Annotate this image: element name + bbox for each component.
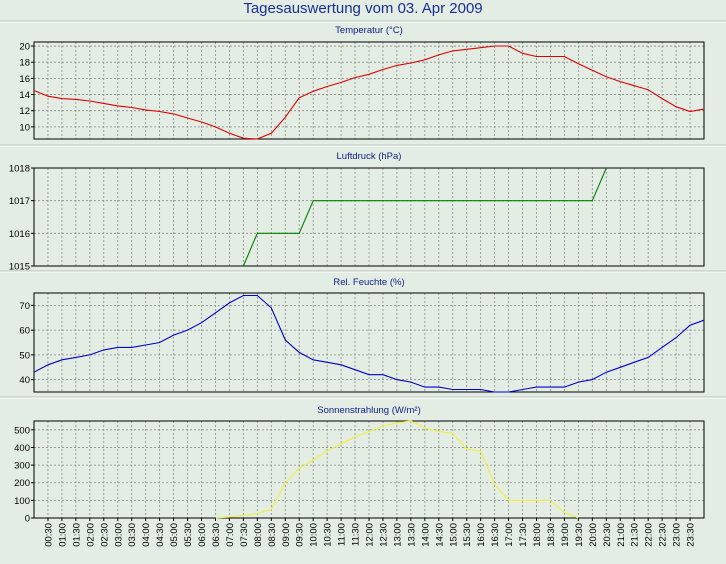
x-tick-label: 01:30 (71, 523, 82, 547)
y-tick-label: 400 (14, 443, 30, 454)
chart-panel-2: Luftdruck (hPa) 1015 1016 1017 1018 (0, 144, 726, 273)
x-tick-label: 20:00 (588, 523, 599, 547)
series-line (33, 45, 705, 140)
x-tick-label: 02:00 (85, 523, 96, 547)
x-tick-label: 01:00 (57, 523, 68, 547)
series-line (33, 294, 705, 393)
y-tick-label: 60 (19, 326, 30, 337)
x-tick-label: 15:00 (448, 523, 459, 547)
x-tick-label: 05:00 (169, 523, 180, 547)
x-tick-label: 17:00 (504, 523, 515, 547)
x-tick-label: 15:30 (462, 523, 473, 547)
y-tick-label: 100 (14, 496, 30, 507)
x-tick-label: 04:00 (141, 523, 152, 547)
y-tick-label: 300 (14, 461, 30, 472)
x-tick-label: 23:30 (686, 523, 697, 547)
x-tick-label: 20:30 (602, 523, 613, 547)
y-tick-label: 70 (19, 301, 30, 312)
y-tick-label: 10 (19, 122, 30, 133)
x-tick-label: 10:30 (323, 523, 334, 547)
x-tick-label: 12:00 (365, 523, 376, 547)
x-tick-label: 10:00 (309, 523, 320, 547)
series-line (242, 167, 607, 267)
x-tick-label: 17:30 (518, 523, 529, 547)
y-tick-label: 200 (14, 478, 30, 489)
y-tick-label: 40 (19, 375, 30, 386)
y-tick-label: 1015 (9, 262, 30, 273)
panel-title: Sonnenstrahlung (W/m²) (317, 405, 420, 416)
x-tick-label: 04:30 (155, 523, 166, 547)
x-tick-label: 18:00 (532, 523, 543, 547)
plot-frame (33, 167, 705, 267)
panel-title: Temperatur (°C) (335, 25, 403, 36)
series-line (215, 420, 579, 519)
x-tick-label: 14:30 (434, 523, 445, 547)
y-tick-label: 1018 (9, 164, 30, 175)
x-tick-label: 18:30 (546, 523, 557, 547)
x-tick-label: 03:00 (113, 523, 124, 547)
y-tick-label: 500 (14, 425, 30, 436)
x-tick-label: 07:30 (239, 523, 250, 547)
x-tick-label: 06:30 (211, 523, 222, 547)
x-tick-label: 13:30 (406, 523, 417, 547)
x-tick-label: 14:00 (420, 523, 431, 547)
x-tick-label: 03:30 (127, 523, 138, 547)
chart-panel-3: Rel. Feuchte (%) 40 50 60 70 (0, 270, 726, 393)
x-tick-label: 11:30 (351, 523, 362, 546)
y-tick-label: 12 (19, 106, 30, 117)
page-title: Tagesauswertung vom 03. Apr 2009 (243, 0, 483, 17)
x-tick-label: 11:00 (337, 523, 348, 546)
y-tick-label: 0 (25, 514, 30, 525)
x-tick-label: 05:30 (183, 523, 194, 547)
y-tick-label: 18 (19, 58, 30, 69)
x-tick-label: 19:00 (560, 523, 571, 547)
panel-title: Luftdruck (hPa) (337, 151, 402, 162)
y-tick-label: 1016 (9, 229, 30, 240)
x-tick-label: 16:30 (490, 523, 501, 547)
x-tick-label: 00:30 (43, 523, 54, 547)
x-tick-label: 06:00 (197, 523, 208, 547)
x-tick-label: 22:00 (644, 523, 655, 547)
panel-title: Rel. Feuchte (%) (333, 277, 404, 288)
x-tick-label: 21:00 (616, 523, 627, 547)
x-tick-label: 23:00 (672, 523, 683, 547)
x-tick-label: 22:30 (658, 523, 669, 547)
x-tick-label: 12:30 (378, 523, 389, 547)
plot-frame (33, 292, 705, 393)
x-tick-label: 21:30 (630, 523, 641, 547)
chart-panel-4: Sonnenstrahlung (W/m²) 0 100 200 300 400 500 (0, 396, 726, 525)
chart-panel-1: Temperatur (°C) 10 12 14 16 18 20 (0, 20, 726, 140)
x-tick-label: 19:30 (574, 523, 585, 547)
y-tick-label: 50 (19, 350, 30, 361)
x-tick-label: 09:30 (295, 523, 306, 547)
y-tick-label: 16 (19, 74, 30, 85)
y-tick-label: 20 (19, 42, 30, 53)
x-tick-label: 09:00 (281, 523, 292, 547)
y-tick-label: 14 (19, 90, 30, 101)
x-tick-label: 07:00 (225, 523, 236, 547)
x-tick-label: 08:00 (253, 523, 264, 547)
x-tick-label: 16:00 (476, 523, 487, 547)
x-tick-label: 13:00 (392, 523, 403, 547)
x-tick-label: 08:30 (267, 523, 278, 547)
x-tick-label: 02:30 (99, 523, 110, 547)
y-tick-label: 1017 (9, 196, 30, 207)
